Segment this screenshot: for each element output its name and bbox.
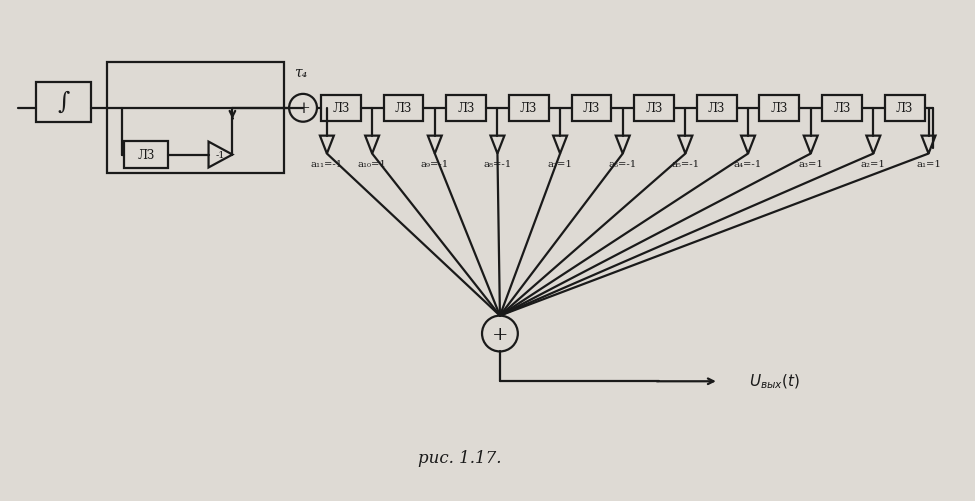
Text: ЛЗ: ЛЗ bbox=[137, 149, 154, 162]
Text: ЛЗ: ЛЗ bbox=[520, 102, 537, 115]
Bar bbox=[447, 96, 486, 121]
Text: -1: -1 bbox=[215, 151, 225, 160]
Text: a₁₁=-1: a₁₁=-1 bbox=[311, 160, 343, 169]
Text: a₅=-1: a₅=-1 bbox=[672, 160, 699, 169]
Text: ЛЗ: ЛЗ bbox=[332, 102, 349, 115]
Bar bbox=[107, 63, 284, 174]
Bar bbox=[321, 96, 361, 121]
Text: a₇=1: a₇=1 bbox=[548, 160, 572, 169]
Text: a₁₀=1: a₁₀=1 bbox=[358, 160, 386, 169]
Text: a₁=1: a₁=1 bbox=[916, 160, 941, 169]
Text: τ₄: τ₄ bbox=[294, 66, 308, 80]
Text: a₂=1: a₂=1 bbox=[861, 160, 886, 169]
Bar bbox=[822, 96, 862, 121]
Text: ЛЗ: ЛЗ bbox=[395, 102, 412, 115]
Bar bbox=[884, 96, 924, 121]
Text: рис. 1.17.: рис. 1.17. bbox=[418, 449, 502, 466]
Text: ЛЗ: ЛЗ bbox=[583, 102, 600, 115]
Text: +: + bbox=[296, 100, 310, 117]
Text: ЛЗ: ЛЗ bbox=[834, 102, 850, 115]
Text: +: + bbox=[491, 325, 508, 343]
Text: a₃=1: a₃=1 bbox=[799, 160, 823, 169]
Bar bbox=[383, 96, 423, 121]
Text: a₄=-1: a₄=-1 bbox=[734, 160, 762, 169]
Text: a₈=-1: a₈=-1 bbox=[484, 160, 512, 169]
Text: ЛЗ: ЛЗ bbox=[708, 102, 725, 115]
Text: a₉=-1: a₉=-1 bbox=[420, 160, 449, 169]
Text: ЛЗ: ЛЗ bbox=[771, 102, 788, 115]
Text: ЛЗ: ЛЗ bbox=[645, 102, 663, 115]
Bar bbox=[124, 141, 168, 169]
Bar bbox=[509, 96, 549, 121]
Bar bbox=[35, 83, 92, 122]
Bar bbox=[760, 96, 799, 121]
Text: ЛЗ: ЛЗ bbox=[457, 102, 475, 115]
Text: ∫: ∫ bbox=[58, 91, 69, 114]
Bar bbox=[697, 96, 737, 121]
Bar bbox=[634, 96, 674, 121]
Text: $U_{вых}(t)$: $U_{вых}(t)$ bbox=[749, 372, 800, 391]
Text: a₆=-1: a₆=-1 bbox=[608, 160, 637, 169]
Text: ЛЗ: ЛЗ bbox=[896, 102, 914, 115]
Bar bbox=[571, 96, 611, 121]
